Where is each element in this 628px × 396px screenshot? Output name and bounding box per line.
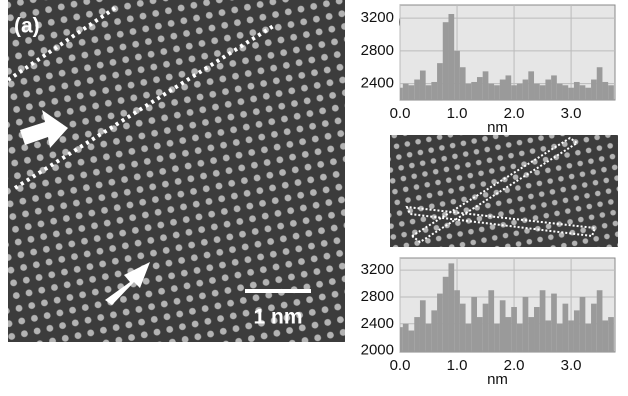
area-column (522, 296, 529, 352)
area-column (431, 81, 438, 100)
area-column (602, 320, 609, 352)
y-tick-label: 2800 (361, 42, 394, 59)
area-column (505, 75, 512, 100)
area-column (539, 290, 546, 352)
area-column (442, 22, 449, 101)
area-column (551, 75, 557, 100)
y-tick-label: 2400 (361, 315, 394, 332)
area-column (408, 330, 415, 352)
area-column (459, 67, 466, 100)
area-column (573, 81, 580, 100)
area-column (437, 293, 443, 352)
scale-bar-label: 1 nm (253, 306, 302, 329)
area-column (579, 296, 586, 352)
x-tick-label: 2.0 (504, 105, 525, 122)
area-column (408, 85, 415, 100)
area-column (585, 87, 592, 100)
area-column (419, 70, 426, 100)
area-column (579, 85, 586, 100)
area-column (562, 303, 569, 352)
area-column (431, 310, 438, 352)
area-column (425, 85, 432, 100)
area-column (442, 276, 449, 352)
area-column (591, 79, 597, 100)
area-column (585, 323, 592, 352)
area-column (494, 85, 500, 100)
y-tick-label: 2800 (361, 288, 394, 305)
area-column (573, 310, 580, 352)
area-column (591, 303, 597, 352)
area-column (602, 81, 609, 100)
area-column (465, 83, 472, 100)
area-column (556, 83, 563, 100)
area-column (545, 320, 552, 352)
area-column (465, 323, 472, 352)
area-column (534, 83, 540, 100)
area-column (499, 79, 506, 100)
area-column (539, 85, 546, 100)
area-column (448, 14, 455, 100)
area-column (551, 293, 557, 352)
area-column (511, 307, 517, 352)
stem-image-b (390, 135, 618, 247)
area-column (471, 296, 477, 352)
area-column (534, 307, 540, 352)
area-column (505, 317, 512, 352)
area-column (471, 81, 477, 100)
area-column (568, 320, 574, 352)
area-column (499, 300, 506, 352)
area-column (448, 263, 455, 352)
x-tick-label: 0.0 (390, 105, 411, 122)
x-tick-label: 1.0 (447, 105, 468, 122)
area-column (402, 83, 409, 100)
area-column (511, 85, 517, 100)
x-tick-label: 2.0 (504, 357, 525, 374)
area-column (545, 79, 552, 100)
area-column (608, 85, 614, 100)
area-column (425, 323, 432, 352)
area-column (414, 79, 420, 100)
area-column (400, 87, 403, 100)
x-tick-label: 3.0 (561, 105, 582, 122)
x-axis-label: nm (487, 119, 508, 136)
area-column (516, 83, 523, 100)
y-tick-label: 3200 (361, 9, 394, 26)
area-column (437, 63, 443, 100)
area-column (476, 77, 483, 100)
area-column (459, 303, 466, 352)
area-column (482, 303, 489, 352)
panel-label: (a) (14, 15, 40, 38)
area-column (414, 317, 420, 352)
area-column (568, 87, 574, 100)
area-column (528, 317, 535, 352)
stem-image-a: (a) 1 nm (6, 0, 345, 342)
y-tick-label: 2400 (361, 75, 394, 92)
area-column (562, 85, 569, 100)
area-column (522, 79, 529, 100)
area-column (482, 71, 489, 100)
area-column (556, 323, 563, 352)
area-column (454, 50, 460, 100)
area-column (596, 290, 603, 352)
area-column (476, 317, 483, 352)
area-column (596, 67, 603, 100)
x-tick-label: 1.0 (447, 357, 468, 374)
area-column (419, 300, 426, 352)
x-tick-label: 0.0 (390, 357, 411, 374)
x-axis-label: nm (487, 371, 508, 388)
area-column (488, 290, 495, 352)
area-column (400, 327, 403, 352)
y-tick-label: 2000 (361, 342, 394, 359)
area-column (528, 71, 535, 100)
area-column (516, 323, 523, 352)
area-column (454, 290, 460, 352)
area-column (488, 83, 495, 100)
area-column (608, 317, 614, 352)
area-column (494, 323, 500, 352)
y-tick-label: 3200 (361, 261, 394, 278)
x-tick-label: 3.0 (561, 357, 582, 374)
area-column (402, 323, 409, 352)
